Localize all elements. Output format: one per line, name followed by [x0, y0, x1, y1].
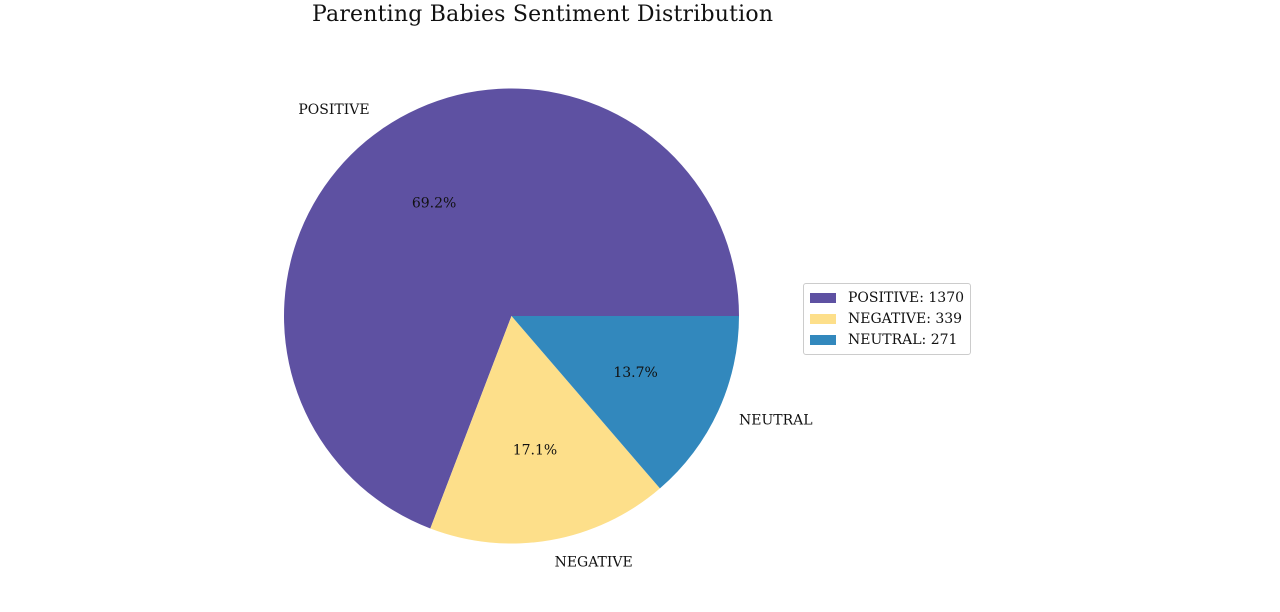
legend-swatch-negative: [810, 313, 836, 324]
slice-label-negative: NEGATIVE: [555, 555, 633, 571]
slice-percent-neutral: 13.7%: [613, 365, 657, 381]
legend-swatch-neutral: [810, 334, 836, 345]
legend-label-negative: NEGATIVE: 339: [848, 310, 963, 327]
legend-item-neutral: NEUTRAL: 271: [810, 329, 964, 350]
legend-item-positive: POSITIVE: 1370: [810, 287, 964, 308]
slice-label-neutral: NEUTRAL: [739, 412, 813, 428]
legend: POSITIVE: 1370 NEGATIVE: 339 NEUTRAL: 27…: [803, 283, 972, 355]
slice-label-positive: POSITIVE: [298, 102, 369, 118]
slice-percent-positive: 69.2%: [412, 196, 456, 212]
pie-slice-negative: [430, 316, 660, 544]
pie-slice-positive: [284, 88, 739, 529]
slice-labels: POSITIVE NEGATIVE NEUTRAL: [298, 102, 812, 571]
legend-item-negative: NEGATIVE: 339: [810, 308, 964, 329]
legend-label-neutral: NEUTRAL: 271: [848, 331, 958, 348]
chart-title: Parenting Babies Sentiment Distribution: [312, 2, 774, 27]
pie-slice-neutral: [511, 316, 739, 489]
legend-label-positive: POSITIVE: 1370: [848, 289, 965, 306]
legend-swatch-positive: [810, 292, 836, 303]
pie-slices: [284, 88, 739, 544]
slice-percent-negative: 17.1%: [513, 442, 557, 458]
slice-percent-labels: 69.2% 17.1% 13.7%: [412, 196, 658, 459]
